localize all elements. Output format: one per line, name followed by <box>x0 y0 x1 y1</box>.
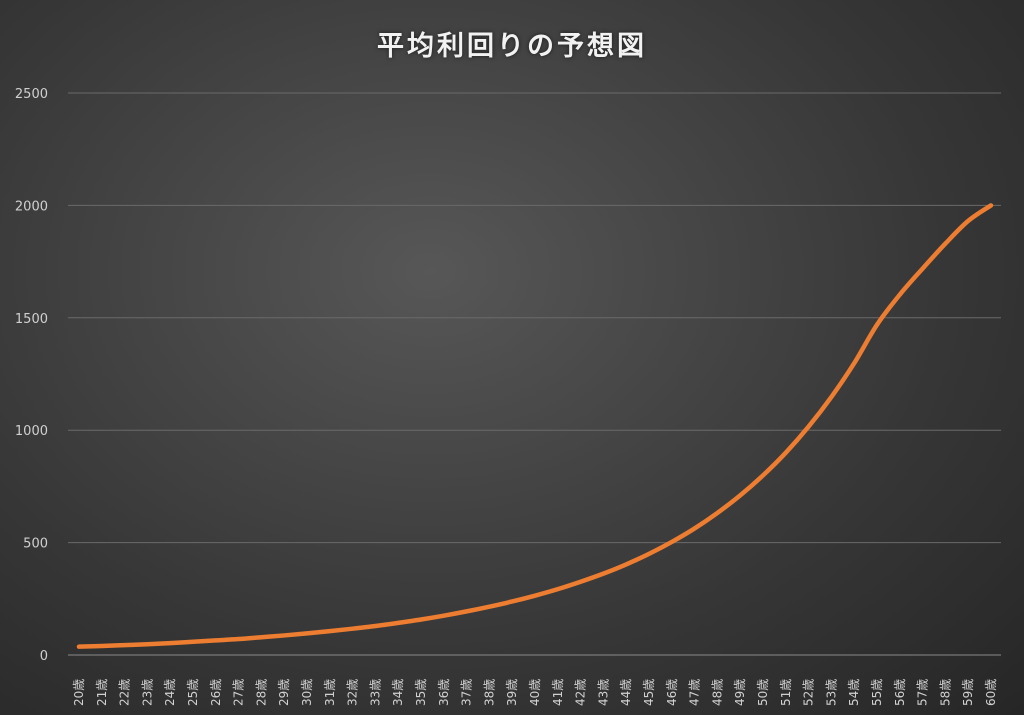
x-tick-label: 39歳 <box>505 679 519 706</box>
x-tick-label: 42歳 <box>574 679 588 706</box>
data-point <box>100 644 104 648</box>
x-tick-label: 33歳 <box>368 679 382 706</box>
data-point <box>465 609 469 613</box>
data-point <box>442 614 446 618</box>
x-tick-label: 44歳 <box>619 679 633 706</box>
x-tick-label: 22歳 <box>118 679 132 706</box>
data-point <box>875 323 879 327</box>
data-point <box>852 361 856 365</box>
x-tick-label: 52歳 <box>802 679 816 706</box>
x-tick-label: 40歳 <box>528 679 542 706</box>
x-tick-label: 25歳 <box>186 679 200 706</box>
x-tick-label: 37歳 <box>460 679 474 706</box>
x-axis-ticks: 20歳 21歳 22歳 23歳 24歳 25歳 26歳 27歳 28歳 29歳 30歳 31歳 32歳 3… <box>72 679 998 706</box>
x-tick-label: 24歳 <box>163 679 177 706</box>
x-tick-label: 51歳 <box>779 679 793 706</box>
x-tick-label: 49歳 <box>733 679 747 706</box>
data-point <box>647 552 651 556</box>
x-tick-label: 29歳 <box>277 679 291 706</box>
data-point <box>966 219 970 223</box>
data-point <box>715 511 719 515</box>
x-tick-label: 57歳 <box>916 679 930 706</box>
data-point <box>738 493 742 497</box>
data-point <box>693 526 697 530</box>
x-tick-label: 59歳 <box>961 679 975 706</box>
x-tick-label: 55歳 <box>870 679 884 706</box>
data-point <box>191 640 195 644</box>
data-point <box>145 642 149 646</box>
gridlines <box>68 92 1001 656</box>
data-point <box>898 293 902 297</box>
y-tick-label: 1500 <box>15 312 48 327</box>
chart-title: 平均利回りの予想図 <box>377 31 647 62</box>
x-tick-label: 45歳 <box>642 679 656 706</box>
data-point <box>989 203 993 207</box>
data-point <box>624 562 628 566</box>
data-point <box>77 645 81 649</box>
x-tick-label: 31歳 <box>323 679 337 706</box>
y-tick-label: 2000 <box>15 199 48 214</box>
x-tick-label: 23歳 <box>140 679 154 706</box>
x-tick-label: 46歳 <box>665 679 679 706</box>
x-tick-label: 20歳 <box>72 679 86 706</box>
data-point <box>807 425 811 429</box>
data-point <box>784 451 788 455</box>
x-tick-label: 43歳 <box>596 679 610 706</box>
x-tick-label: 47歳 <box>688 679 702 706</box>
x-tick-label: 34歳 <box>391 679 405 706</box>
x-tick-label: 60歳 <box>984 679 998 706</box>
x-tick-label: 50歳 <box>756 679 770 706</box>
x-tick-label: 32歳 <box>346 679 360 706</box>
x-tick-label: 28歳 <box>254 679 268 706</box>
data-point <box>510 599 514 603</box>
x-tick-label: 36歳 <box>437 679 451 706</box>
data-point <box>419 617 423 621</box>
data-point <box>670 540 674 544</box>
data-point <box>373 624 377 628</box>
series-layer <box>76 203 994 649</box>
data-point <box>328 629 332 633</box>
y-tick-label: 1000 <box>15 424 48 439</box>
x-tick-label: 35歳 <box>414 679 428 706</box>
data-point <box>168 641 172 645</box>
series-line-0 <box>76 203 994 649</box>
x-tick-label: 27歳 <box>232 679 246 706</box>
x-tick-label: 30歳 <box>300 679 314 706</box>
y-axis-ticks: 0 500 1000 1500 2000 2500 <box>15 87 48 664</box>
data-point <box>237 637 241 641</box>
data-point <box>123 643 127 647</box>
data-point <box>761 473 765 477</box>
x-tick-label: 26歳 <box>209 679 223 706</box>
x-tick-label: 21歳 <box>95 679 109 706</box>
data-point <box>259 635 263 639</box>
data-point <box>351 627 355 631</box>
data-point <box>214 638 218 642</box>
data-point <box>921 267 925 271</box>
x-tick-label: 54歳 <box>847 679 861 706</box>
y-tick-label: 500 <box>23 537 48 552</box>
x-tick-label: 48歳 <box>710 679 724 706</box>
data-point <box>829 395 833 399</box>
data-point <box>533 594 537 598</box>
data-point <box>396 621 400 625</box>
data-point <box>579 580 583 584</box>
x-tick-label: 53歳 <box>824 679 838 706</box>
y-tick-label: 2500 <box>15 87 48 102</box>
data-point <box>601 572 605 576</box>
data-point <box>305 631 309 635</box>
x-tick-label: 41歳 <box>551 679 565 706</box>
data-point <box>943 242 947 246</box>
data-point <box>487 605 491 609</box>
data-point <box>282 633 286 637</box>
x-tick-label: 38歳 <box>482 679 496 706</box>
x-tick-label: 56歳 <box>893 679 907 706</box>
y-tick-label: 0 <box>40 649 48 664</box>
x-tick-label: 58歳 <box>938 679 952 706</box>
data-point <box>556 587 560 591</box>
